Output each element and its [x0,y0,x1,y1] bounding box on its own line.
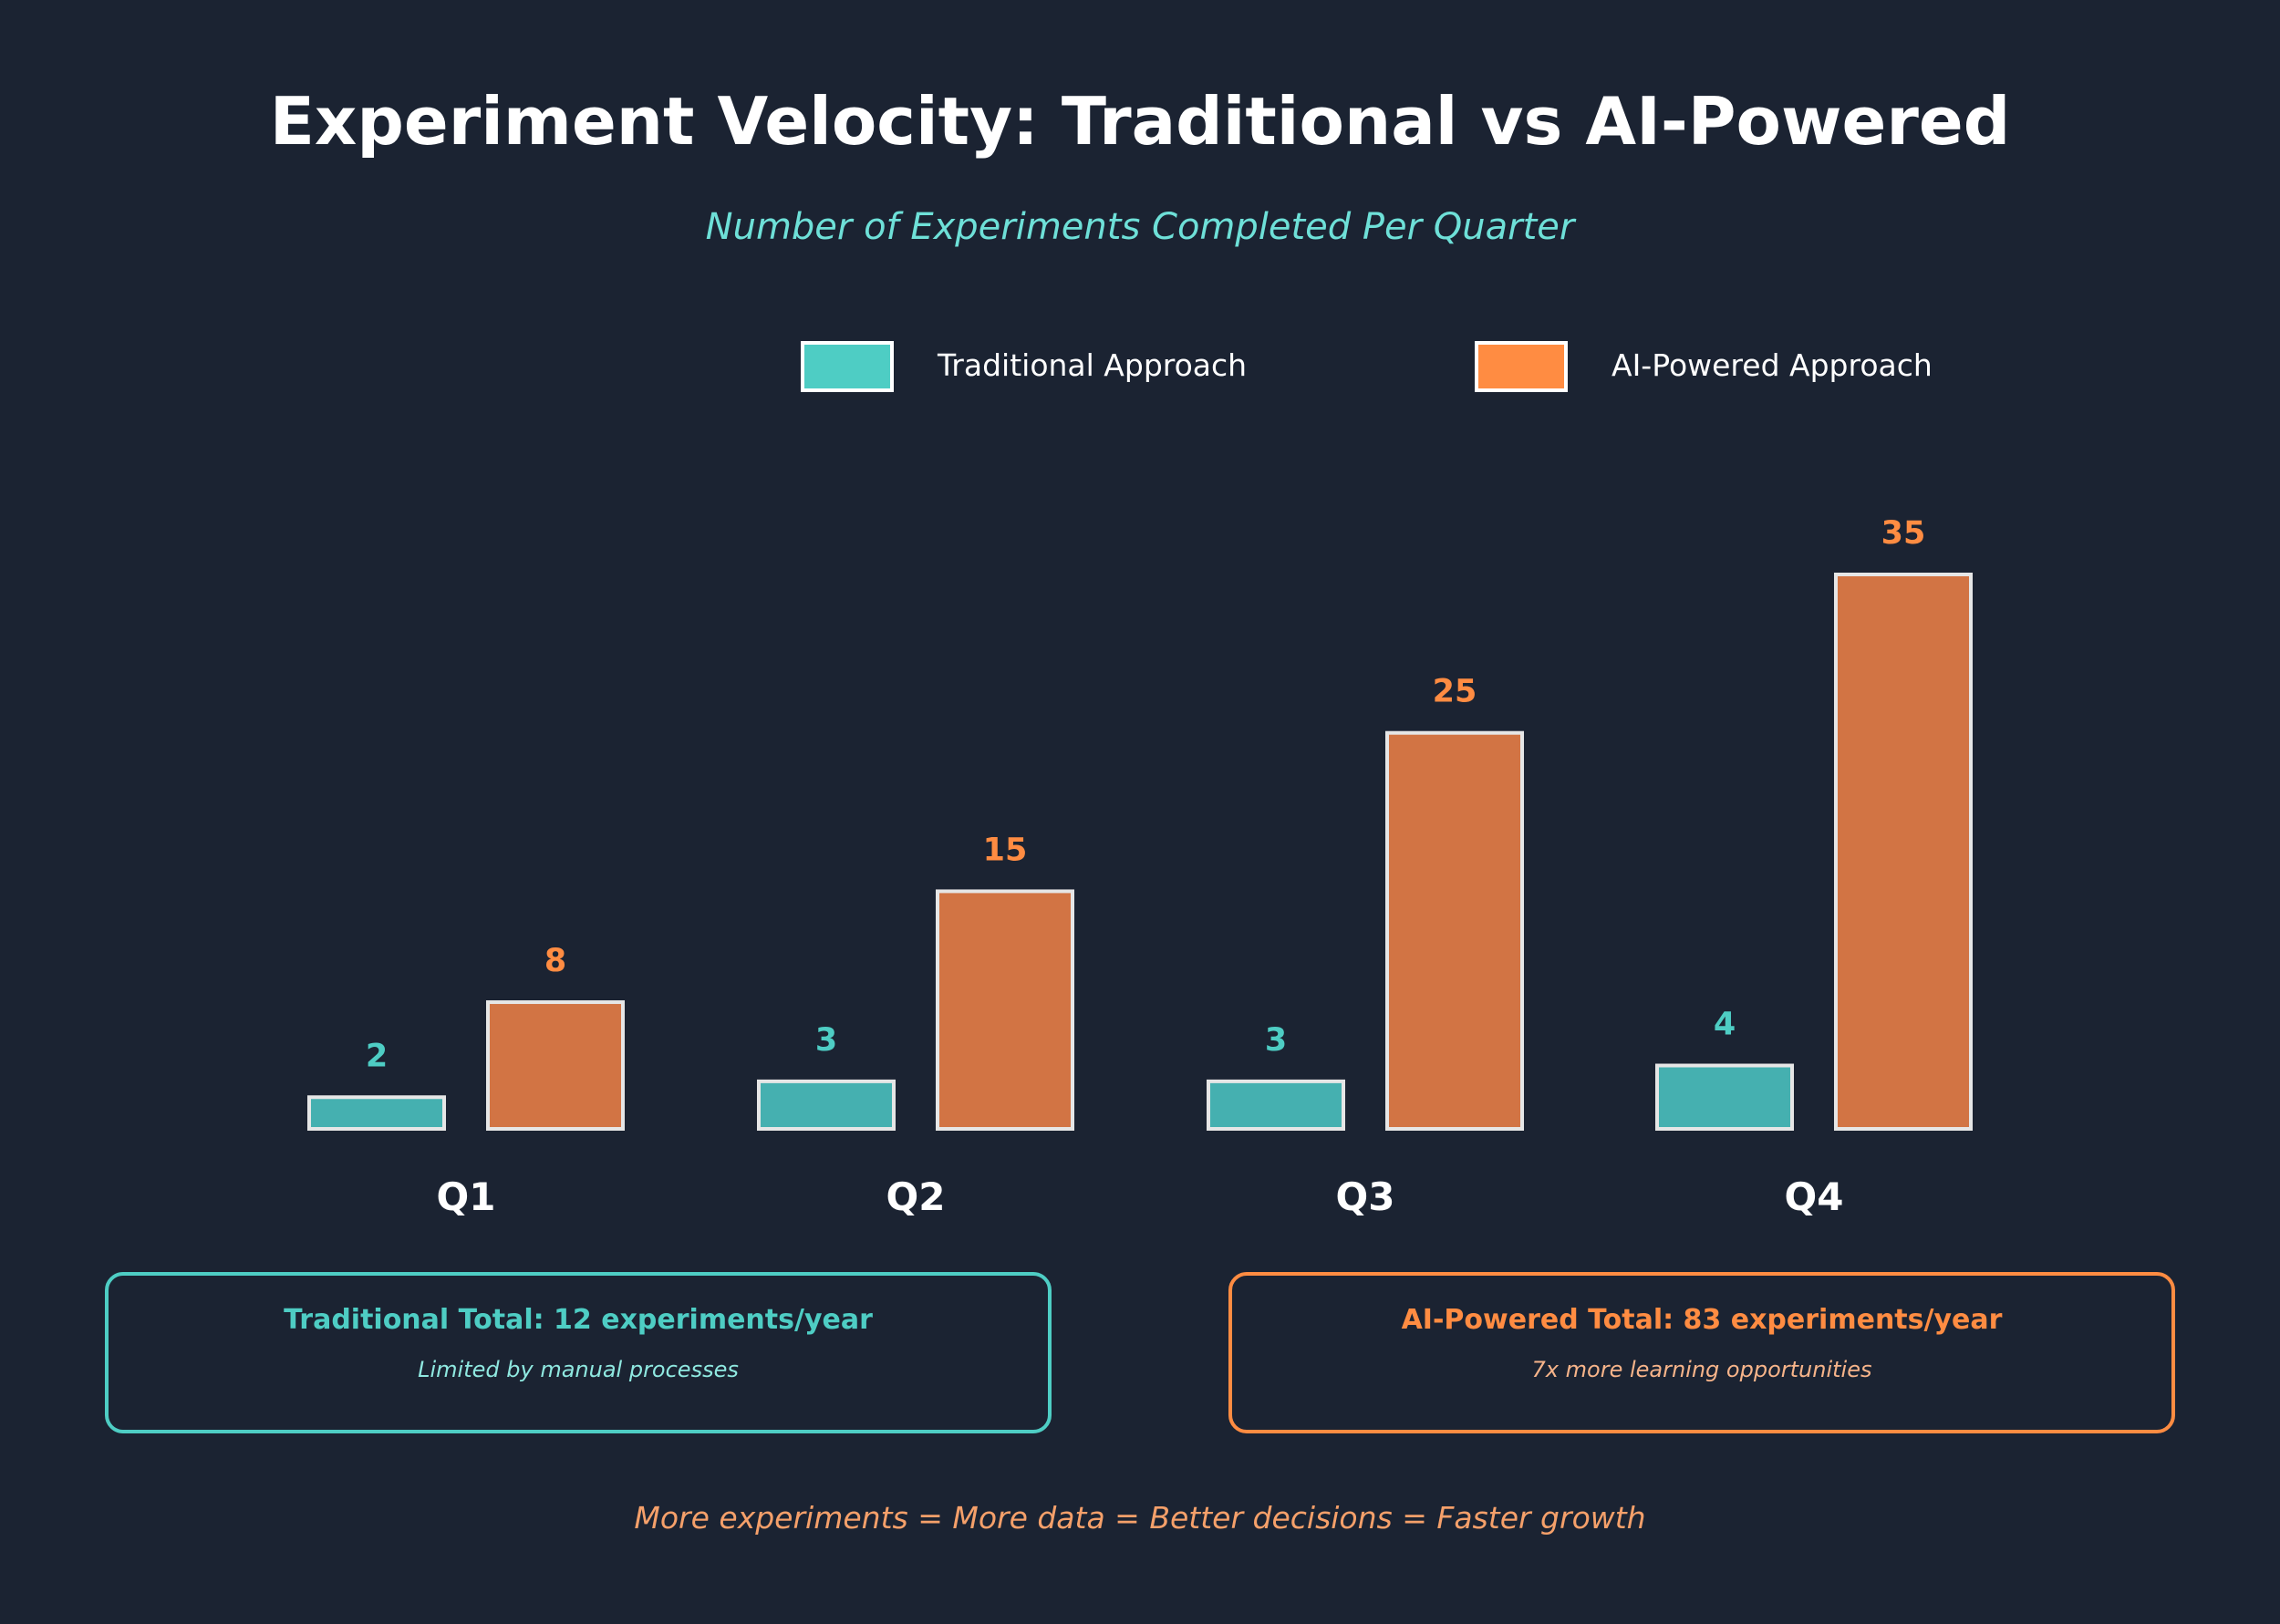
legend-label-traditional: Traditional Approach [937,347,1247,383]
bar-traditional-q3 [1207,1079,1345,1132]
bar-ai-powered-q3 [1385,730,1524,1131]
value-label-ai-powered-q4: 35 [1881,515,1926,552]
legend-swatch-traditional [801,341,894,392]
value-label-traditional-q3: 3 [1265,1022,1287,1059]
summary-ai-title: AI-Powered Total: 83 experiments/year [1402,1304,2003,1336]
x-tick-label-q4: Q4 [1785,1174,1844,1219]
bar-ai-powered-q2 [936,889,1074,1132]
summary-ai-frame [1228,1272,2175,1433]
summary-traditional-box: Traditional Total: 12 experiments/year L… [105,1272,1052,1433]
plot-area: 2 8 Q1 3 15 Q2 3 25 Q3 4 35 Q4 [307,515,1973,1219]
x-tick-label-q2: Q2 [886,1174,946,1219]
legend-swatch-ai-powered [1475,341,1568,392]
summary-ai-subtitle: 7x more learning opportunities [1532,1357,1872,1382]
value-label-traditional-q2: 3 [815,1022,837,1059]
value-label-traditional-q4: 4 [1714,1007,1736,1043]
summary-traditional-frame [105,1272,1052,1433]
x-tick-label-q3: Q3 [1336,1174,1395,1219]
bar-traditional-q1 [307,1095,446,1132]
legend: Traditional Approach AI-Powered Approach [801,341,1933,392]
chart-subtitle: Number of Experiments Completed Per Quar… [706,206,1577,248]
bar-traditional-q2 [757,1079,896,1132]
value-label-ai-powered-q1: 8 [544,943,566,979]
x-tick-label-q1: Q1 [437,1174,496,1219]
value-label-ai-powered-q2: 15 [983,832,1028,868]
footer-caption: More experiments = More data = Better de… [634,1500,1645,1536]
bar-ai-powered-q1 [486,1000,625,1131]
value-label-traditional-q1: 2 [366,1038,388,1074]
summary-traditional-title: Traditional Total: 12 experiments/year [284,1304,873,1336]
legend-label-ai-powered: AI-Powered Approach [1612,347,1933,383]
value-label-ai-powered-q3: 25 [1433,674,1477,710]
bar-traditional-q4 [1655,1063,1794,1131]
chart-title: Experiment Velocity: Traditional vs AI-P… [270,83,2011,160]
summary-traditional-subtitle: Limited by manual processes [418,1357,739,1382]
bar-ai-powered-q4 [1834,573,1973,1131]
summary-ai-box: AI-Powered Total: 83 experiments/year 7x… [1228,1272,2175,1433]
